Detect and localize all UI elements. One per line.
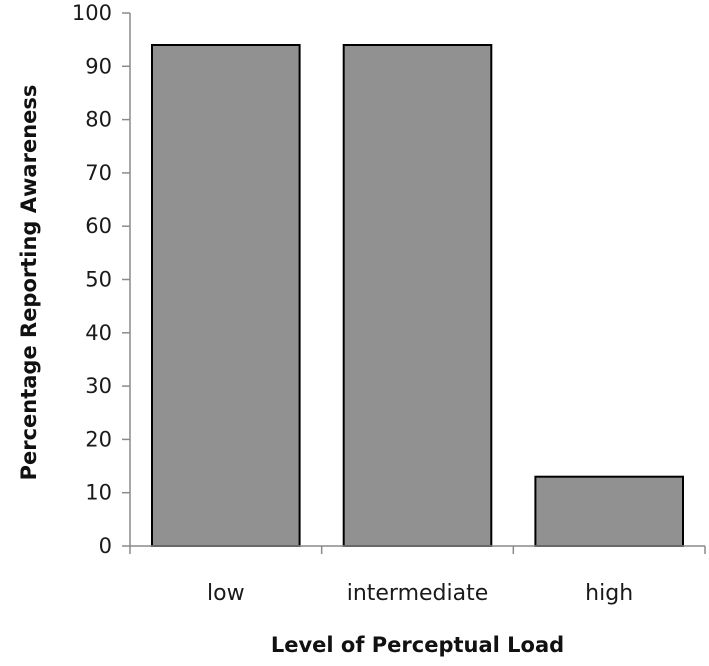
x-category-label: intermediate [347, 581, 489, 606]
y-tick-label: 40 [85, 321, 112, 345]
y-tick-label: 80 [85, 108, 112, 132]
x-axis-title: Level of Perceptual Load [271, 633, 564, 657]
y-tick-label: 70 [85, 161, 112, 185]
y-tick-label: 50 [85, 268, 112, 292]
bar-low [151, 44, 301, 547]
y-tick-label: 0 [99, 534, 112, 558]
x-ticks-group: low intermediate high [129, 546, 706, 606]
y-tick-label: 20 [85, 427, 112, 451]
y-tick-label: 60 [85, 214, 112, 238]
y-axis-title: Percentage Reporting Awareness [17, 85, 41, 481]
y-tick-label: 10 [85, 481, 112, 505]
bar-high [534, 475, 685, 548]
y-tick-label: 90 [85, 54, 112, 78]
x-category-label: low [207, 581, 245, 606]
bars-group [151, 44, 685, 548]
y-tick-label: 100 [72, 1, 112, 25]
y-ticks-group: 0 10 20 30 40 50 60 70 80 90 100 [72, 1, 130, 558]
x-category-label: high [585, 581, 633, 606]
y-tick-label: 30 [85, 374, 112, 398]
bar-intermediate [342, 44, 493, 547]
